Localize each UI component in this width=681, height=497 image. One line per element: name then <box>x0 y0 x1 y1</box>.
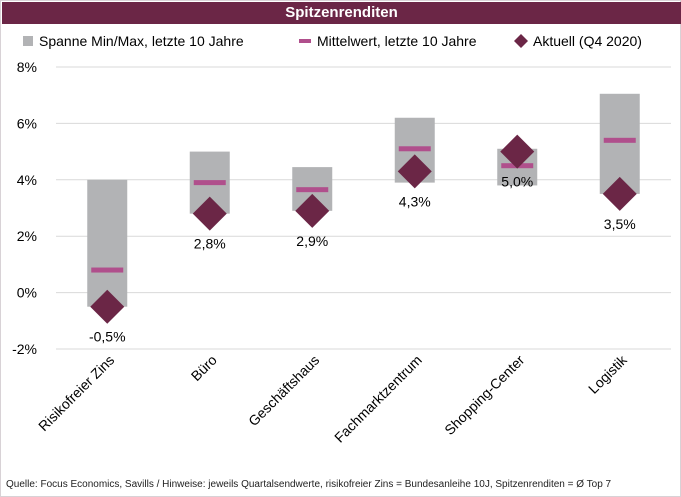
x-tick-label: Fachmarktzentrum <box>331 352 425 446</box>
data-label: 4,3% <box>399 193 431 209</box>
range-bars <box>87 93 640 307</box>
grid-lines <box>56 66 671 350</box>
data-labels: -0,5% 2,8% 2,9% 4,3% 5,0% 3,5% <box>89 174 636 345</box>
legend-label: Mittelwert, letzte 10 Jahre <box>317 33 477 49</box>
data-label: 2,8% <box>194 236 226 252</box>
data-label: -0,5% <box>89 329 126 345</box>
x-tick-label: Shopping-Center <box>441 352 527 438</box>
source-note: Quelle: Focus Economics, Savills / Hinwe… <box>6 479 612 490</box>
x-tick-label: Risikofreier Zins <box>35 352 117 434</box>
current-markers <box>90 134 637 324</box>
legend-label: Spanne Min/Max, letzte 10 Jahre <box>39 33 244 49</box>
x-tick-label: Büro <box>188 352 220 384</box>
mean-marker <box>603 137 636 143</box>
legend: Spanne Min/Max, letzte 10 Jahre Mittelwer… <box>23 33 642 49</box>
x-tick-label: Geschäftshaus <box>245 352 322 429</box>
chart-title: Spitzenrenditen <box>2 2 681 24</box>
legend-swatch-mean <box>299 39 311 43</box>
y-tick-label: 2% <box>17 228 37 244</box>
mean-marker <box>296 187 329 193</box>
x-axis: Risikofreier Zins Büro Geschäftshaus Fachma… <box>35 351 630 446</box>
current-marker <box>90 289 125 324</box>
current-marker <box>397 154 432 189</box>
mean-marker <box>398 146 431 152</box>
x-tick-label: Logistik <box>585 351 631 397</box>
y-tick-label: 6% <box>17 115 37 131</box>
y-tick-label: 0% <box>17 285 37 301</box>
mean-marker <box>193 180 226 186</box>
range-bar <box>87 179 128 307</box>
data-label: 5,0% <box>501 174 533 190</box>
current-marker <box>602 176 637 211</box>
current-marker <box>192 196 227 231</box>
y-axis: -2% 0% 2% 4% 6% 8% <box>12 59 37 357</box>
legend-label: Aktuell (Q4 2020) <box>533 33 642 49</box>
current-marker <box>295 193 330 228</box>
data-label: 3,5% <box>604 216 636 232</box>
mean-marker <box>91 267 124 273</box>
legend-swatch-current <box>514 34 528 48</box>
y-tick-label: 4% <box>17 172 37 188</box>
current-marker <box>500 134 535 169</box>
legend-swatch-range <box>23 36 33 46</box>
mean-markers <box>91 137 636 273</box>
y-tick-label: -2% <box>12 341 37 357</box>
data-label: 2,9% <box>296 233 328 249</box>
chart-svg: Spanne Min/Max, letzte 10 Jahre Mittelwer… <box>12 33 671 446</box>
y-tick-label: 8% <box>17 59 37 75</box>
